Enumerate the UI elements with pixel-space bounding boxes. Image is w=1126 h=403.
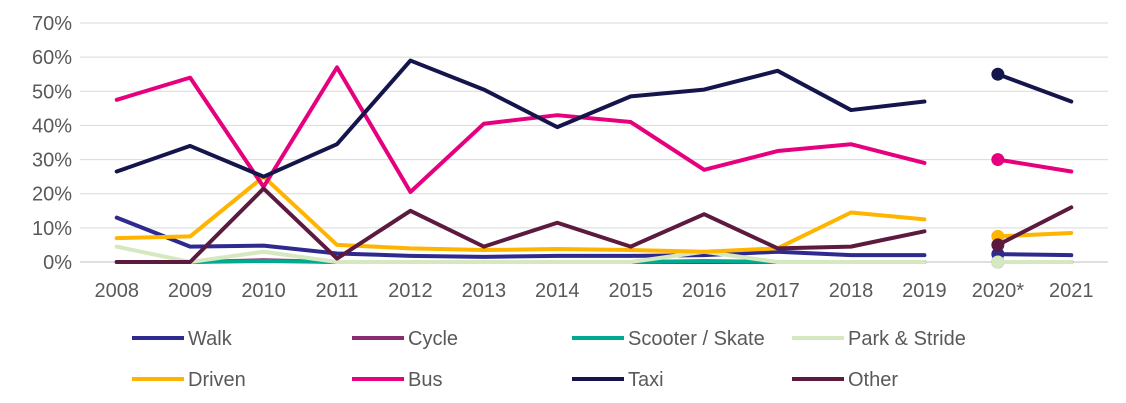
legend-item: Bus [352,369,442,391]
series-line [114,215,927,259]
series-park-stride [114,244,1074,269]
series-driven [114,174,1074,254]
x-tick-label: 2017 [755,280,800,302]
y-tick-label: 60% [32,47,72,69]
series-line-segment [995,205,1074,247]
series-taxi [114,58,1074,179]
y-axis: 0% 10% 20% 30% 40% 50% 60% 70% [32,13,72,274]
gridlines [80,22,1108,263]
legend-item: Park & Stride [792,328,966,350]
series-line-segment [995,72,1074,104]
legend-label: Cycle [408,328,458,350]
x-tick-label: 2010 [241,280,286,302]
x-tick-label: 2020* [972,280,1024,302]
legend-item: Scooter / Skate [572,328,765,350]
series-other [114,186,1074,264]
series-line [114,244,927,264]
data-point-2020 [991,153,1005,167]
x-tick-label: 2014 [535,280,580,302]
y-tick-label: 10% [32,218,72,240]
y-tick-label: 0% [43,252,72,274]
series-bus [114,65,1074,195]
x-tick-label: 2009 [168,280,213,302]
legend-label: Park & Stride [848,328,966,350]
y-tick-label: 50% [32,81,72,103]
x-tick-label: 2015 [608,280,653,302]
legend-label: Scooter / Skate [628,328,765,350]
legend-item: Driven [132,369,246,391]
x-tick-label: 2021 [1049,280,1094,302]
y-tick-label: 20% [32,184,72,206]
legend-label: Other [848,369,898,391]
x-tick-label: 2012 [388,280,433,302]
legend-item: Other [792,369,898,391]
series-line [114,65,927,195]
x-tick-label: 2018 [829,280,874,302]
x-tick-label: 2013 [462,280,507,302]
legend-label: Bus [408,369,442,391]
series-line [114,186,927,264]
legend-item: Taxi [572,369,664,391]
series-line [114,58,927,179]
x-tick-label: 2011 [315,280,358,302]
y-tick-label: 40% [32,115,72,137]
series-line-segment [995,252,1074,258]
y-tick-label: 70% [32,13,72,35]
legend-item: Walk [132,328,233,350]
series-line-segment [995,157,1074,174]
legend-label: Walk [188,328,233,350]
series-lines [114,58,1074,269]
series-line [114,174,927,254]
series-line-segment [995,230,1074,239]
data-point-2020 [991,255,1005,269]
legend: Walk Cycle Scooter / Skate Park & Stride Dri… [132,328,966,391]
legend-label: Driven [188,369,246,391]
x-tick-label: 2016 [682,280,727,302]
x-tick-label: 2019 [902,280,947,302]
x-axis: 2008 2009 2010 2011 2012 2013 2014 2015 2016 2017… [94,280,1093,302]
x-tick-label: 2008 [94,280,139,302]
data-point-2020 [991,67,1005,81]
y-tick-label: 30% [32,150,72,172]
legend-item: Cycle [352,328,458,350]
legend-label: Taxi [628,369,664,391]
data-point-2020 [991,238,1005,252]
